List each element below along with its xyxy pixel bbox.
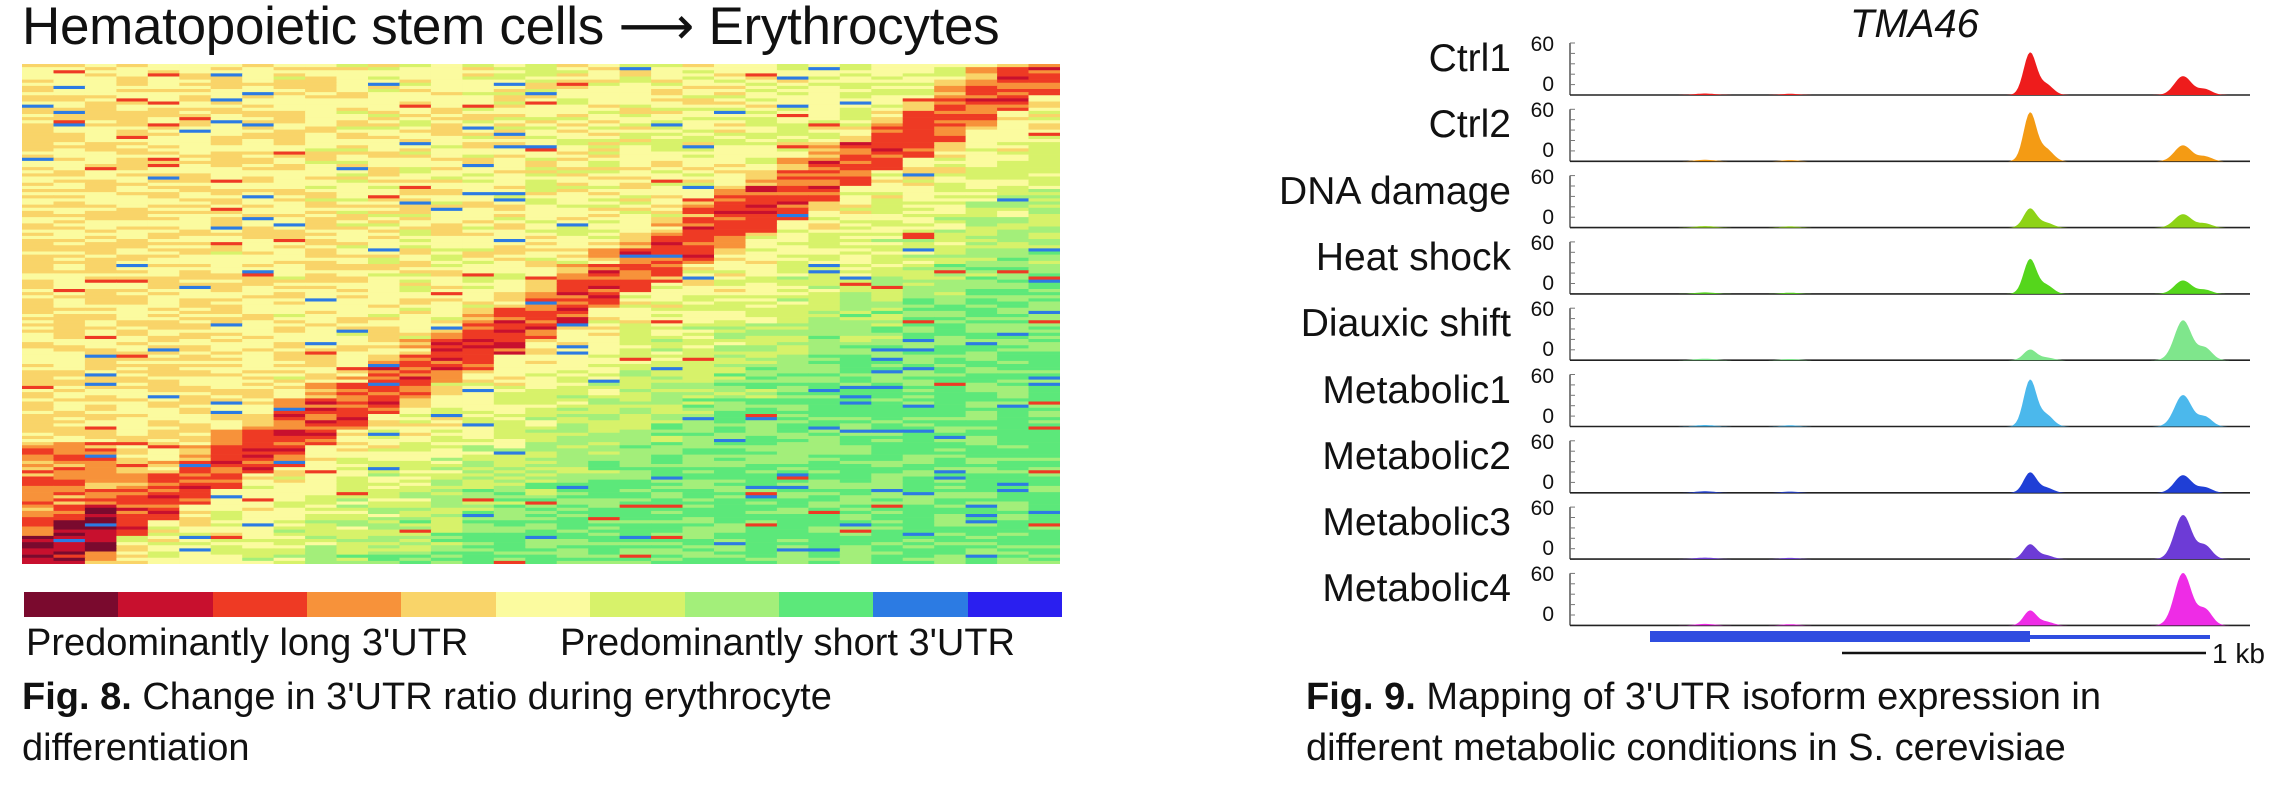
scale-bar-label: 1 kb <box>2212 638 2265 669</box>
coverage-track <box>1570 515 2250 560</box>
figure9-caption: Fig. 9. Mapping of 3'UTR isoform express… <box>1306 672 2101 774</box>
track-label: Heat shock <box>1315 235 1511 279</box>
figure8-caption-label: Fig. 8. <box>22 676 132 718</box>
track-label: Metabolic4 <box>1322 567 1511 611</box>
heatmap-title: Hematopoietic stem cells ⟶ Erythrocytes <box>22 0 1000 56</box>
figure8-caption: Fig. 8. Change in 3'UTR ratio during ery… <box>22 672 832 774</box>
colorbar-segment <box>24 592 119 617</box>
coverage-track <box>1570 573 2250 626</box>
colorbar-segment <box>778 592 874 617</box>
axis-min-label: 0 <box>1542 470 1554 494</box>
colorbar-segment <box>307 592 402 617</box>
coverage-track <box>1570 112 2250 162</box>
axis-min-label: 0 <box>1542 404 1554 428</box>
colorbar-segment <box>401 592 496 617</box>
track-label: Metabolic3 <box>1322 501 1511 545</box>
axis-max-label: 60 <box>1530 430 1554 454</box>
coverage-track <box>1570 379 2250 427</box>
axis-max-label: 60 <box>1530 497 1554 521</box>
heatmap <box>22 64 1060 564</box>
track-label: Metabolic2 <box>1322 434 1511 478</box>
axis-min-label: 0 <box>1542 73 1554 96</box>
heatmap-colorbar <box>24 592 1062 617</box>
track-label: DNA damage <box>1279 169 1511 213</box>
colorbar-segment <box>118 592 213 617</box>
axis-min-label: 0 <box>1542 603 1554 627</box>
axis-max-label: 60 <box>1530 298 1554 322</box>
figure9-caption-line2: different metabolic conditions in S. cer… <box>1306 727 2066 769</box>
gene-model-utr <box>2030 635 2210 639</box>
coverage-track <box>1570 208 2250 228</box>
axis-max-label: 60 <box>1530 231 1554 255</box>
axis-min-label: 0 <box>1542 271 1554 295</box>
axis-min-label: 0 <box>1542 338 1554 362</box>
coverage-tracks <box>1569 42 2250 655</box>
gene-name: TMA46 <box>1850 2 1979 46</box>
colorbar-segment <box>212 592 308 617</box>
colorbar-segment <box>873 592 968 617</box>
figure9-caption-label: Fig. 9. <box>1306 676 1416 718</box>
axis-min-label: 0 <box>1542 205 1554 229</box>
axis-min-label: 0 <box>1542 139 1554 163</box>
colorbar-segment <box>495 592 591 617</box>
axis-max-label: 60 <box>1530 563 1554 587</box>
axis-max-label: 60 <box>1530 364 1554 388</box>
axis-max-label: 60 <box>1530 33 1554 56</box>
figure8-caption-line1: Change in 3'UTR ratio during erythrocyte <box>131 676 832 718</box>
colorbar-segment <box>590 592 685 617</box>
colorbar-segment <box>684 592 779 617</box>
legend-short-label: Predominantly short 3'UTR <box>560 622 1015 664</box>
axis-max-label: 60 <box>1530 165 1554 189</box>
coverage-track <box>1570 472 2250 493</box>
figure9-caption-line1: Mapping of 3'UTR isoform expression in <box>1415 676 2102 718</box>
legend-long-label: Predominantly long 3'UTR <box>26 622 469 664</box>
coverage-track <box>1570 320 2250 361</box>
track-label: Diauxic shift <box>1300 302 1511 346</box>
track-label: Ctrl2 <box>1428 103 1511 147</box>
figure8-caption-line2: differentiation <box>22 727 250 769</box>
axis-max-label: 60 <box>1530 99 1554 123</box>
track-label: Metabolic1 <box>1322 368 1511 412</box>
gene-model-exon <box>1650 631 2030 642</box>
axis-min-label: 0 <box>1542 537 1554 561</box>
track-label: Ctrl1 <box>1428 37 1511 80</box>
colorbar-segment <box>967 592 1062 617</box>
coverage-track <box>1570 258 2250 294</box>
coverage-track <box>1570 52 2250 95</box>
